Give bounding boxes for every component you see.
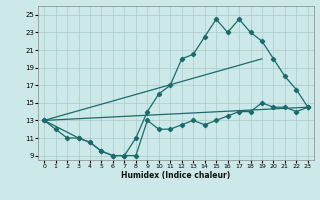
- X-axis label: Humidex (Indice chaleur): Humidex (Indice chaleur): [121, 171, 231, 180]
